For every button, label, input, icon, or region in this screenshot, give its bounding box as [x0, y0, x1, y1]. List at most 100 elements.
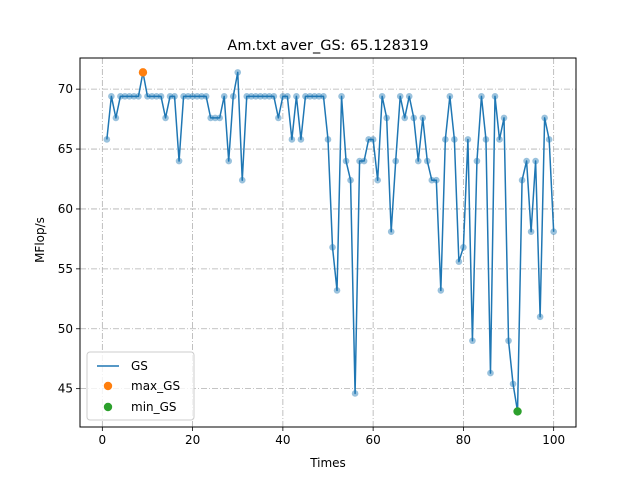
gs-data-point [414, 157, 422, 165]
gs-data-point [121, 93, 129, 100]
y-tick-label: 50 [58, 322, 73, 336]
gs-data-point [266, 93, 273, 100]
x-tick-label: 100 [542, 433, 565, 447]
gs-data-point [243, 93, 251, 100]
gs-data-point [144, 93, 151, 100]
gs-data-point [518, 176, 526, 184]
gs-data-point [279, 93, 287, 100]
gs-data-point [509, 380, 517, 388]
gs-data-point [202, 93, 210, 100]
gs-data-point [275, 114, 282, 122]
gs-data-point [527, 228, 535, 236]
gs-data-point [329, 243, 336, 251]
gs-data-point [126, 93, 133, 100]
gs-data-point [103, 136, 111, 143]
gs-data-point [437, 287, 445, 294]
gs-data-point [392, 157, 399, 165]
gs-data-point [324, 136, 332, 143]
gs-data-point [193, 93, 201, 100]
gs-data-point [238, 176, 246, 184]
gs-series-line [106, 71, 555, 413]
gs-data-point [464, 136, 472, 143]
gs-data-point [135, 93, 142, 100]
legend-gs-label: GS [131, 359, 148, 373]
gs-data-point [234, 69, 242, 76]
gs-data-point [356, 157, 363, 165]
gs-data-point [423, 157, 431, 165]
gs-data-point [180, 93, 187, 100]
gs-data-point [478, 93, 485, 100]
gs-data-point [469, 337, 476, 345]
gs-data-point [387, 228, 395, 236]
gs-data-point [500, 114, 508, 122]
y-tick-label: 70 [58, 82, 73, 96]
gs-data-point [153, 93, 160, 100]
gs-data-point [284, 93, 291, 100]
gs-data-point [523, 157, 530, 165]
gs-data-point [545, 136, 553, 143]
legend-max-label: max_GS [131, 379, 180, 393]
gs-data-point [270, 93, 278, 100]
gs-data-point [455, 258, 463, 265]
y-tick-label: 55 [58, 262, 73, 276]
max-gs-point [138, 68, 148, 77]
gs-data-point [383, 114, 390, 122]
gs-data-point [482, 136, 490, 143]
gs-data-point [536, 313, 544, 321]
gs-data-point [360, 157, 368, 165]
x-axis-label: Times [309, 456, 346, 470]
gs-data-point [311, 93, 318, 100]
gs-data-point [198, 93, 205, 100]
series-layer [103, 68, 557, 416]
gs-data-point [541, 114, 548, 122]
x-tick-label: 0 [99, 433, 107, 447]
gs-data-point [175, 157, 183, 165]
gs-data-point [442, 136, 449, 143]
gs-data-point [148, 93, 156, 100]
gs-data-point [374, 176, 381, 184]
gs-data-point [320, 93, 327, 100]
gs-data-point [130, 93, 138, 100]
gs-data-point [166, 93, 174, 100]
x-tick-label: 40 [275, 433, 290, 447]
gs-data-point [428, 176, 436, 184]
gs-data-point [216, 114, 223, 122]
gs-data-point [496, 136, 503, 143]
gs-data-point [252, 93, 260, 100]
gs-data-point [297, 136, 305, 143]
gs-data-point [184, 93, 192, 100]
gs-data-point [451, 136, 458, 143]
gs-data-point [257, 93, 264, 100]
gs-data-point [112, 114, 120, 122]
gs-data-point [288, 136, 296, 143]
gs-data-point [220, 93, 228, 100]
gs-data-point [433, 176, 440, 184]
gs-data-point [487, 369, 494, 377]
gs-data-point [302, 93, 309, 100]
gs-data-point [378, 93, 386, 100]
y-axis-label: MFlop/s [33, 217, 47, 263]
gs-data-point [405, 93, 413, 100]
y-tick-label: 60 [58, 202, 73, 216]
gs-data-point [491, 93, 499, 100]
chart-title: Am.txt aver_GS: 65.128319 [227, 38, 428, 54]
gs-data-point [229, 93, 237, 100]
gs-data-point [117, 93, 124, 100]
gs-data-point [351, 390, 359, 397]
gs-data-point [505, 337, 512, 345]
gs-data-point [207, 114, 214, 122]
legend-min-swatch [103, 402, 113, 412]
gs-data-point [446, 93, 454, 100]
gs-data-point [347, 176, 354, 184]
x-tick-label: 20 [185, 433, 200, 447]
gs-data-point [315, 93, 323, 100]
axes-frame [79, 57, 577, 428]
gs-data-point [338, 93, 345, 100]
gs-data-point [369, 136, 377, 143]
x-tick-label: 80 [456, 433, 471, 447]
gs-data-point [473, 157, 481, 165]
gs-data-point [550, 228, 557, 236]
x-tick-label: 60 [365, 433, 380, 447]
min-gs-point [513, 407, 522, 416]
